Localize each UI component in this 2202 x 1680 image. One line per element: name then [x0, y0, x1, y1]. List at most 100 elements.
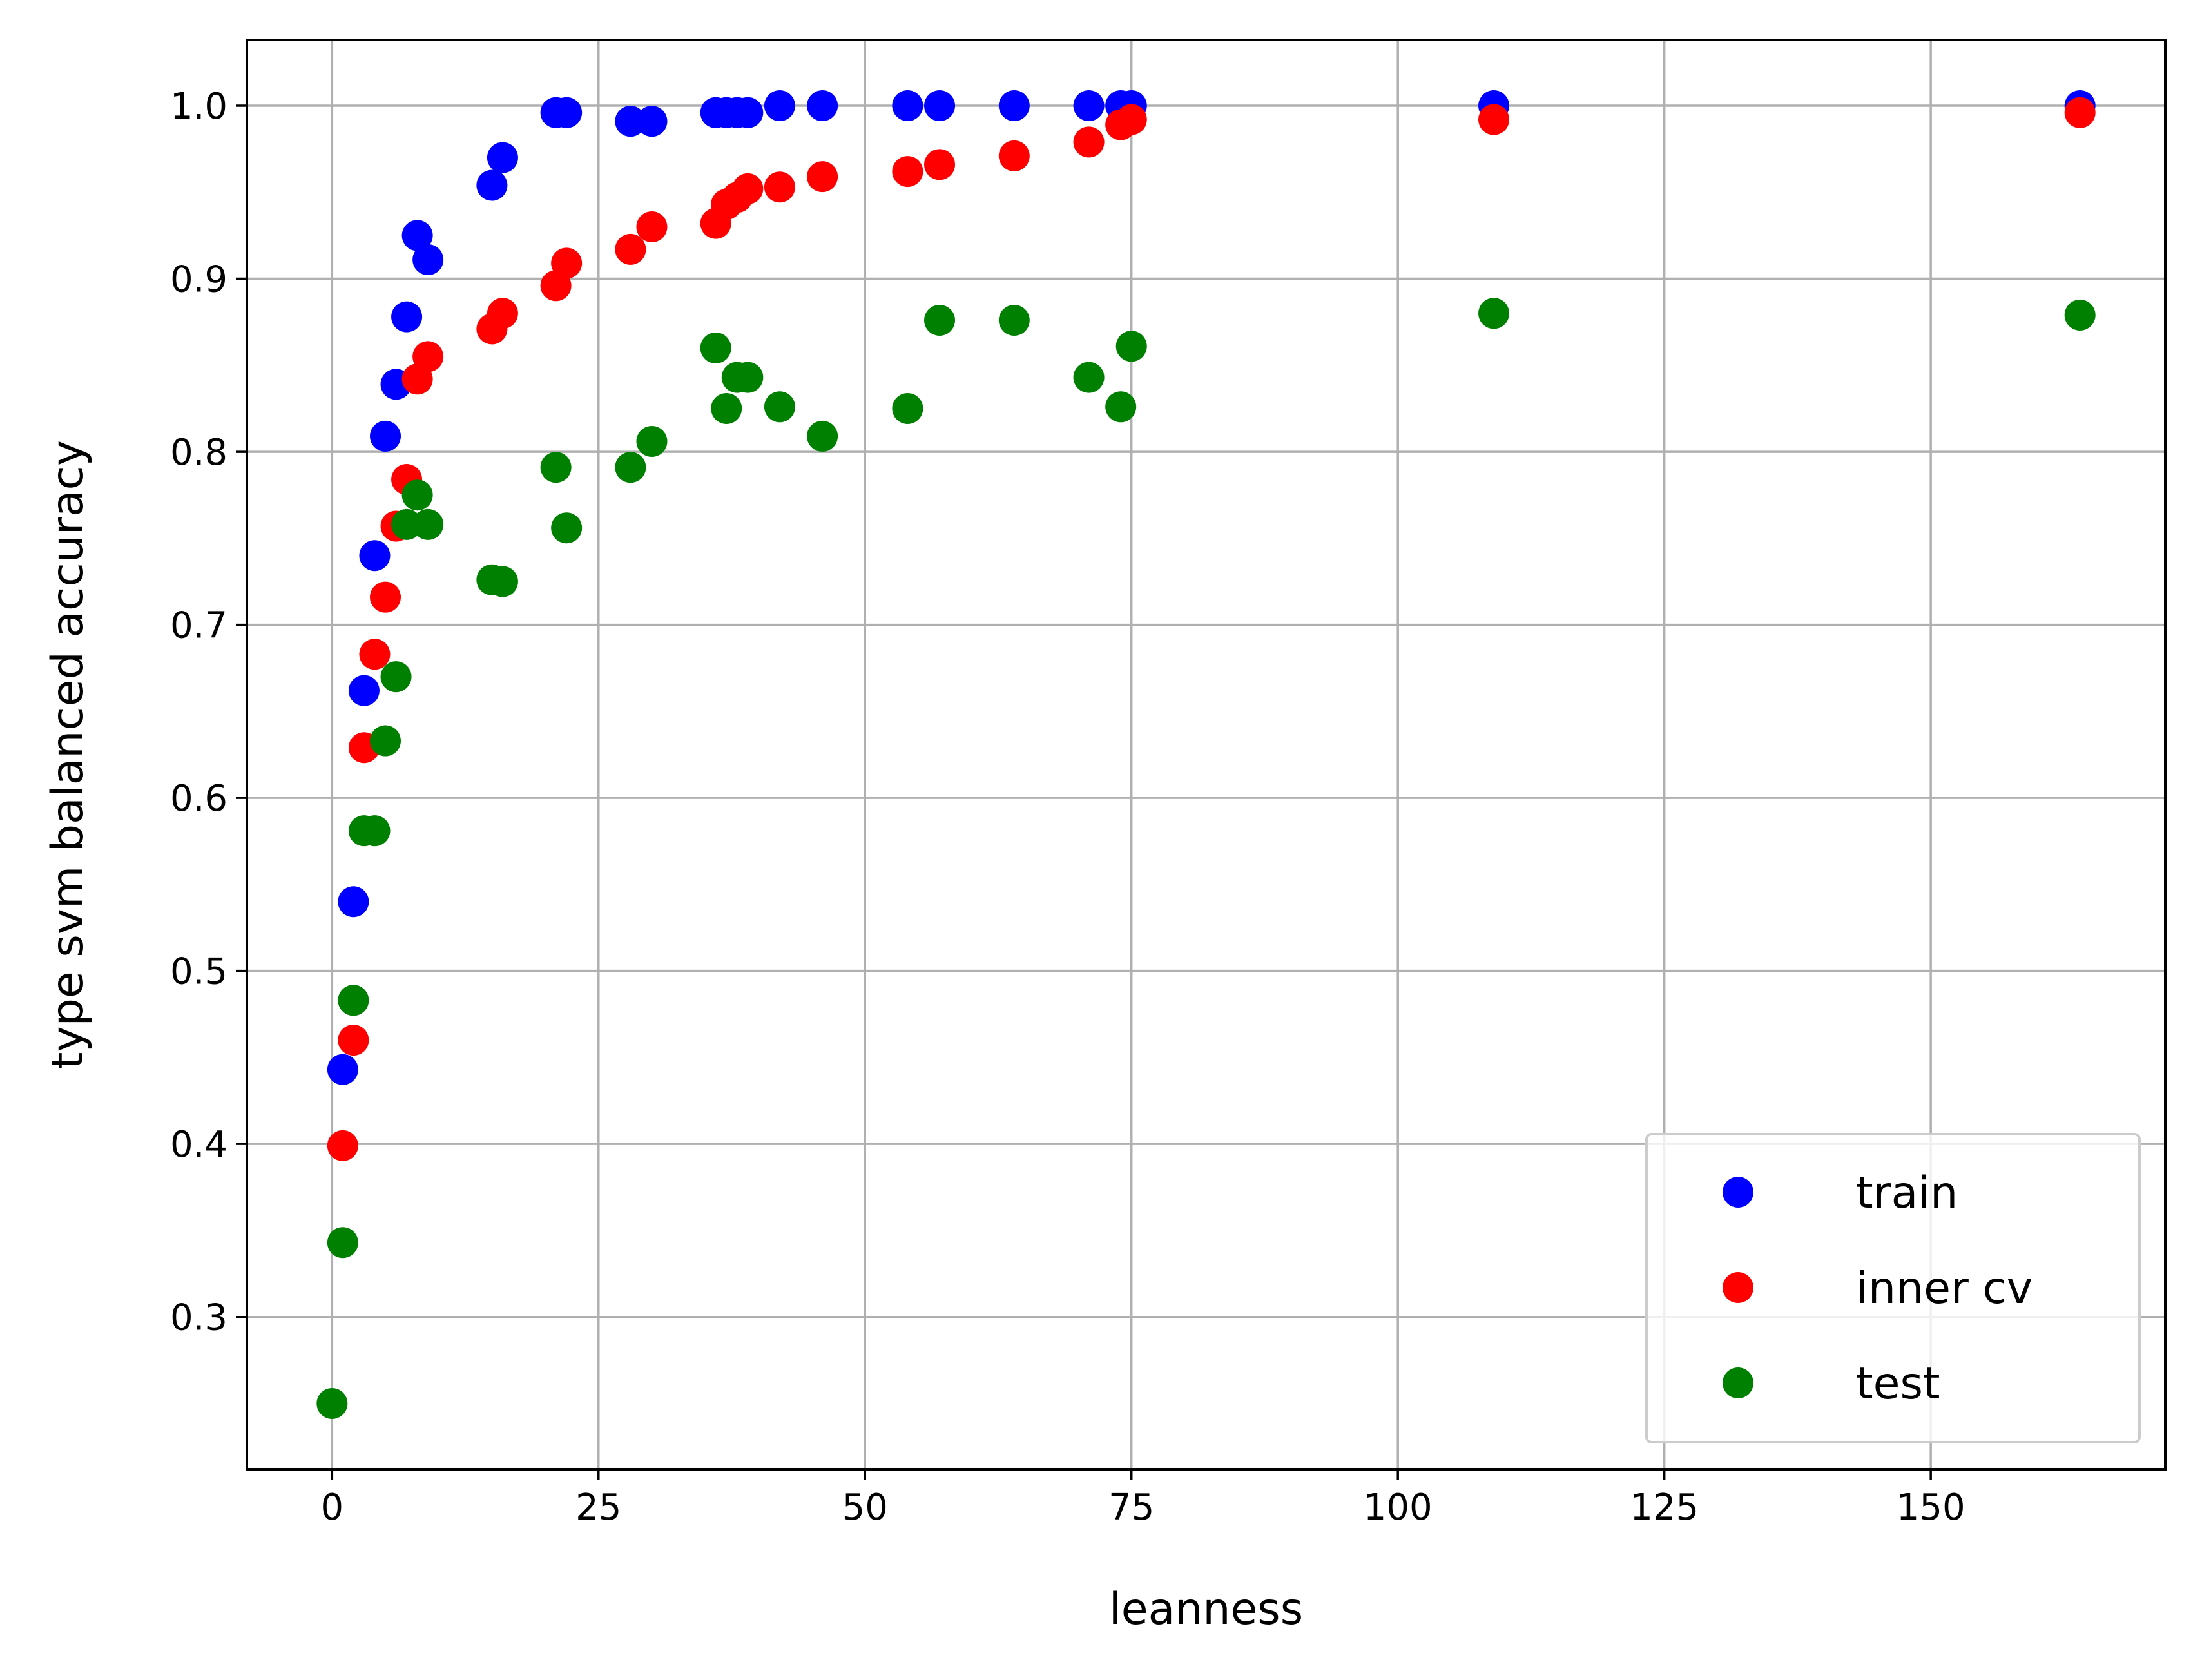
data-point: [924, 305, 956, 336]
data-point: [540, 452, 572, 483]
data-point: [338, 985, 369, 1016]
legend-label: train: [1856, 1168, 1958, 1219]
data-point: [636, 106, 668, 137]
data-point: [1073, 362, 1105, 393]
y-tick-label: 0.3: [170, 1297, 227, 1339]
data-point: [412, 244, 444, 276]
data-point: [551, 97, 583, 128]
data-point: [1073, 126, 1105, 158]
data-point: [348, 675, 380, 706]
data-point: [327, 1130, 358, 1161]
y-tick-label: 0.7: [170, 605, 227, 647]
data-point: [615, 452, 646, 483]
data-point: [412, 341, 444, 372]
y-axis-label: type svm balanced accuracy: [43, 440, 93, 1069]
data-point: [764, 391, 795, 423]
data-point: [892, 90, 923, 122]
data-point: [615, 233, 646, 265]
data-point: [807, 90, 838, 122]
legend: train inner cv test: [1645, 1133, 2141, 1443]
data-point: [401, 479, 433, 511]
legend-marker: [1723, 1177, 1753, 1208]
data-point: [551, 247, 583, 279]
series-train: [327, 90, 2096, 1085]
data-point: [1478, 298, 1510, 329]
data-point: [892, 392, 923, 424]
data-point: [316, 1387, 348, 1419]
data-point: [551, 512, 583, 544]
series-test: [316, 298, 2096, 1419]
x-tick-label: 75: [1108, 1487, 1154, 1529]
data-point: [338, 886, 369, 918]
data-point: [807, 161, 838, 193]
data-point: [732, 173, 764, 204]
series-inner-cv: [327, 97, 2096, 1161]
data-point: [764, 171, 795, 203]
data-point: [401, 220, 433, 251]
y-tick-label: 0.4: [170, 1124, 227, 1166]
data-points: [316, 90, 2096, 1419]
legend-entries: train inner cv test: [1723, 1168, 2033, 1409]
data-point: [807, 420, 838, 452]
data-point: [732, 97, 764, 128]
data-point: [892, 156, 923, 188]
data-point: [998, 140, 1030, 171]
data-point: [476, 169, 508, 201]
axis-ticks: 0 25 50 75 100 125 150 0.3 0.4 0.5 0.6 0.7 0.8 0.9 1.0: [170, 86, 1965, 1529]
x-tick-label: 125: [1630, 1487, 1699, 1529]
data-point: [636, 211, 668, 243]
legend-label: test: [1856, 1358, 1940, 1409]
grid: [247, 40, 2165, 1469]
data-point: [359, 540, 391, 572]
data-point: [732, 362, 764, 393]
data-point: [359, 815, 391, 847]
data-point: [615, 106, 646, 137]
data-point: [636, 425, 668, 457]
x-tick-label: 150: [1897, 1487, 1965, 1529]
data-point: [370, 581, 401, 613]
data-point: [391, 508, 423, 540]
data-point: [1073, 90, 1105, 122]
data-point: [487, 566, 518, 597]
y-tick-label: 0.5: [170, 951, 227, 993]
legend-marker: [1723, 1367, 1753, 1398]
data-point: [412, 508, 444, 540]
data-point: [380, 661, 412, 693]
plot-frame: [246, 39, 2167, 1471]
data-point: [391, 301, 423, 333]
data-point: [359, 639, 391, 670]
data-point: [327, 1227, 358, 1259]
data-point: [700, 332, 731, 363]
x-tick-label: 50: [842, 1487, 888, 1529]
y-tick-label: 1.0: [170, 86, 227, 128]
data-point: [764, 90, 795, 122]
legend-label: inner cv: [1856, 1263, 2033, 1314]
data-point: [1478, 104, 1510, 135]
data-point: [998, 90, 1030, 122]
data-point: [2064, 299, 2096, 331]
data-point: [711, 392, 742, 424]
data-point: [327, 1054, 358, 1085]
data-point: [487, 142, 518, 173]
x-tick-label: 0: [320, 1487, 343, 1529]
data-point: [998, 305, 1030, 336]
data-point: [1105, 391, 1137, 423]
legend-marker: [1723, 1272, 1753, 1303]
x-tick-label: 100: [1364, 1487, 1433, 1529]
x-axis-label: leanness: [1109, 1584, 1303, 1635]
data-point: [487, 298, 518, 329]
data-point: [370, 420, 401, 452]
data-point: [370, 725, 401, 757]
data-point: [1115, 331, 1147, 362]
y-tick-label: 0.8: [170, 432, 227, 474]
y-tick-label: 0.9: [170, 259, 227, 301]
data-point: [338, 1025, 369, 1056]
data-point: [1115, 104, 1147, 135]
legend-box: [1645, 1133, 2141, 1443]
data-point: [924, 149, 956, 180]
x-tick-label: 25: [575, 1487, 621, 1529]
y-tick-label: 0.6: [170, 778, 227, 820]
data-point: [924, 90, 956, 122]
data-point: [2064, 97, 2096, 128]
